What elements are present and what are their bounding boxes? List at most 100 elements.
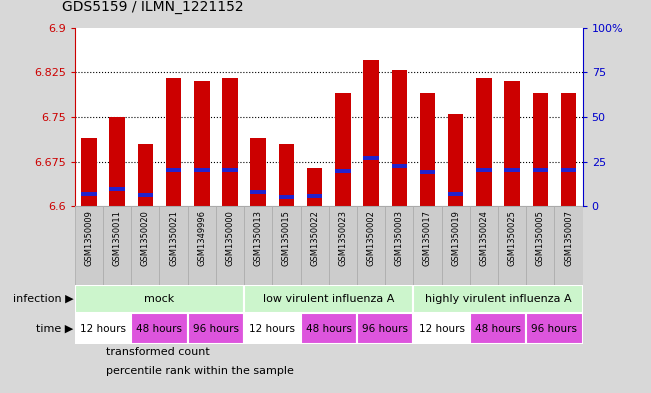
Bar: [279, 144, 294, 206]
Bar: [561, 93, 576, 206]
Bar: [420, 170, 436, 174]
Bar: [363, 156, 379, 160]
Text: 48 hours: 48 hours: [137, 323, 182, 334]
Bar: [476, 78, 492, 206]
Bar: [505, 167, 520, 172]
Bar: [251, 190, 266, 194]
Bar: [448, 192, 464, 196]
Bar: [533, 93, 548, 206]
Bar: [244, 285, 413, 313]
Bar: [307, 167, 322, 206]
Bar: [187, 313, 244, 344]
Text: 12 hours: 12 hours: [249, 323, 296, 334]
Bar: [216, 206, 244, 285]
Text: GSM1350021: GSM1350021: [169, 210, 178, 266]
Bar: [526, 206, 555, 285]
Bar: [222, 167, 238, 172]
Bar: [413, 313, 470, 344]
Bar: [385, 206, 413, 285]
Text: GSM1350015: GSM1350015: [282, 210, 291, 266]
Text: GSM1350024: GSM1350024: [479, 210, 488, 266]
Bar: [75, 313, 132, 344]
Text: GSM1350009: GSM1350009: [85, 210, 94, 266]
Bar: [194, 167, 210, 172]
Bar: [75, 285, 244, 313]
Bar: [109, 117, 125, 206]
Bar: [81, 192, 97, 196]
Bar: [103, 206, 132, 285]
Text: GSM1350003: GSM1350003: [395, 210, 404, 266]
Bar: [244, 313, 301, 344]
Bar: [363, 60, 379, 206]
Text: GSM1350002: GSM1350002: [367, 210, 376, 266]
Text: GSM1350000: GSM1350000: [225, 210, 234, 266]
Bar: [279, 195, 294, 199]
Text: 96 hours: 96 hours: [531, 323, 577, 334]
Text: GSM1350022: GSM1350022: [310, 210, 319, 266]
Bar: [335, 93, 351, 206]
Bar: [244, 206, 272, 285]
Bar: [526, 313, 583, 344]
Bar: [251, 138, 266, 206]
Text: low virulent influenza A: low virulent influenza A: [263, 294, 395, 304]
Bar: [75, 206, 103, 285]
Bar: [448, 114, 464, 206]
Bar: [81, 138, 97, 206]
Text: GSM1350020: GSM1350020: [141, 210, 150, 266]
Bar: [561, 167, 576, 172]
Bar: [470, 313, 526, 344]
Text: 12 hours: 12 hours: [419, 323, 465, 334]
Text: GSM1350005: GSM1350005: [536, 210, 545, 266]
Bar: [166, 167, 182, 172]
Text: GDS5159 / ILMN_1221152: GDS5159 / ILMN_1221152: [62, 0, 243, 14]
Text: GSM1350019: GSM1350019: [451, 210, 460, 266]
Text: GSM1350007: GSM1350007: [564, 210, 573, 266]
Text: time ▶: time ▶: [36, 323, 74, 334]
Bar: [413, 285, 583, 313]
Text: GSM1350023: GSM1350023: [339, 210, 348, 266]
Bar: [505, 81, 520, 206]
Text: GSM1350013: GSM1350013: [254, 210, 263, 266]
Bar: [301, 206, 329, 285]
Bar: [413, 206, 441, 285]
Bar: [301, 313, 357, 344]
Text: GSM1349996: GSM1349996: [197, 210, 206, 266]
Text: 48 hours: 48 hours: [475, 323, 521, 334]
Text: GSM1350011: GSM1350011: [113, 210, 122, 266]
Bar: [187, 206, 216, 285]
Bar: [137, 144, 153, 206]
Bar: [498, 206, 526, 285]
Bar: [357, 206, 385, 285]
Text: 96 hours: 96 hours: [362, 323, 408, 334]
Text: 12 hours: 12 hours: [80, 323, 126, 334]
Bar: [132, 206, 159, 285]
Text: 96 hours: 96 hours: [193, 323, 239, 334]
Bar: [137, 193, 153, 197]
Bar: [222, 78, 238, 206]
Bar: [329, 206, 357, 285]
Bar: [470, 206, 498, 285]
Bar: [166, 78, 182, 206]
Text: highly virulent influenza A: highly virulent influenza A: [424, 294, 572, 304]
Bar: [132, 313, 187, 344]
Text: transformed count: transformed count: [106, 347, 210, 357]
Bar: [441, 206, 470, 285]
Text: mock: mock: [145, 294, 174, 304]
Bar: [555, 206, 583, 285]
Bar: [335, 169, 351, 173]
Bar: [307, 194, 322, 198]
Text: GSM1350017: GSM1350017: [423, 210, 432, 266]
Bar: [476, 167, 492, 172]
Text: infection ▶: infection ▶: [13, 294, 74, 304]
Bar: [272, 206, 301, 285]
Bar: [420, 93, 436, 206]
Bar: [533, 167, 548, 172]
Bar: [357, 313, 413, 344]
Bar: [391, 164, 407, 168]
Bar: [391, 70, 407, 206]
Text: GSM1350025: GSM1350025: [508, 210, 517, 266]
Bar: [109, 187, 125, 191]
Text: 48 hours: 48 hours: [306, 323, 352, 334]
Bar: [194, 81, 210, 206]
Text: percentile rank within the sample: percentile rank within the sample: [106, 366, 294, 376]
